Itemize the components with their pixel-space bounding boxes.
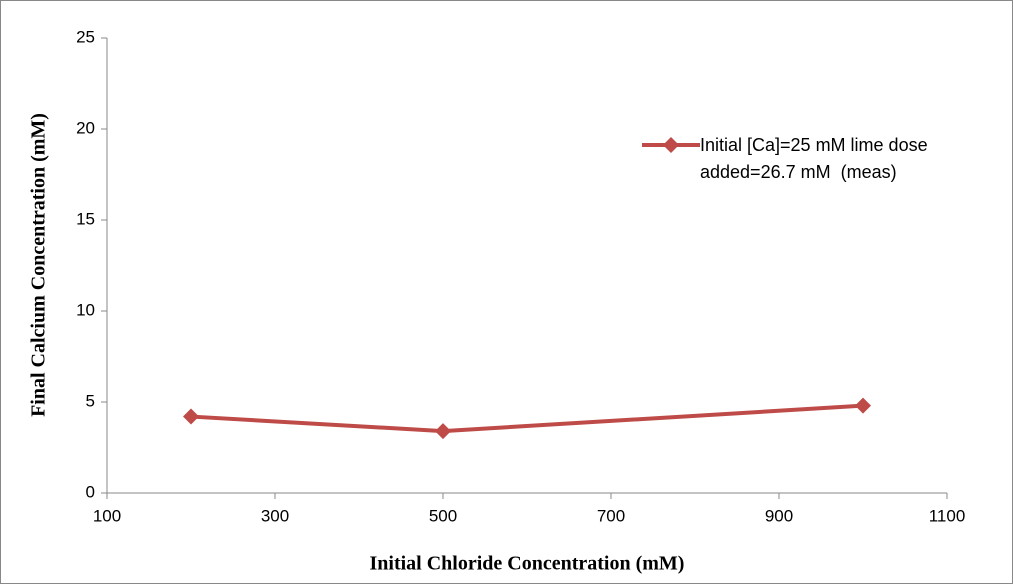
x-tick-label: 1100 xyxy=(929,506,966,525)
x-tick-label: 100 xyxy=(93,506,121,525)
y-tick-label: 0 xyxy=(86,482,95,501)
x-tick-label: 700 xyxy=(597,506,625,525)
x-tick-label: 500 xyxy=(429,506,457,525)
y-tick-label: 20 xyxy=(76,118,95,137)
data-point xyxy=(855,397,871,414)
y-tick-label: 25 xyxy=(76,27,95,46)
legend-marker xyxy=(663,137,679,153)
y-axis-title: Final Calcium Concentration (mM) xyxy=(28,113,50,417)
x-tick-label: 900 xyxy=(765,506,793,525)
data-point xyxy=(435,423,451,440)
data-point xyxy=(183,408,199,425)
x-tick-label: 300 xyxy=(261,506,289,525)
y-tick-label: 10 xyxy=(76,300,95,319)
y-tick-label: 5 xyxy=(86,391,95,410)
x-axis-title: Initial Chloride Concentration (mM) xyxy=(370,553,685,575)
legend-label: Initial [Ca]=25 mM lime dose added=26.7 … xyxy=(700,135,933,182)
y-tick-label: 15 xyxy=(76,209,95,228)
